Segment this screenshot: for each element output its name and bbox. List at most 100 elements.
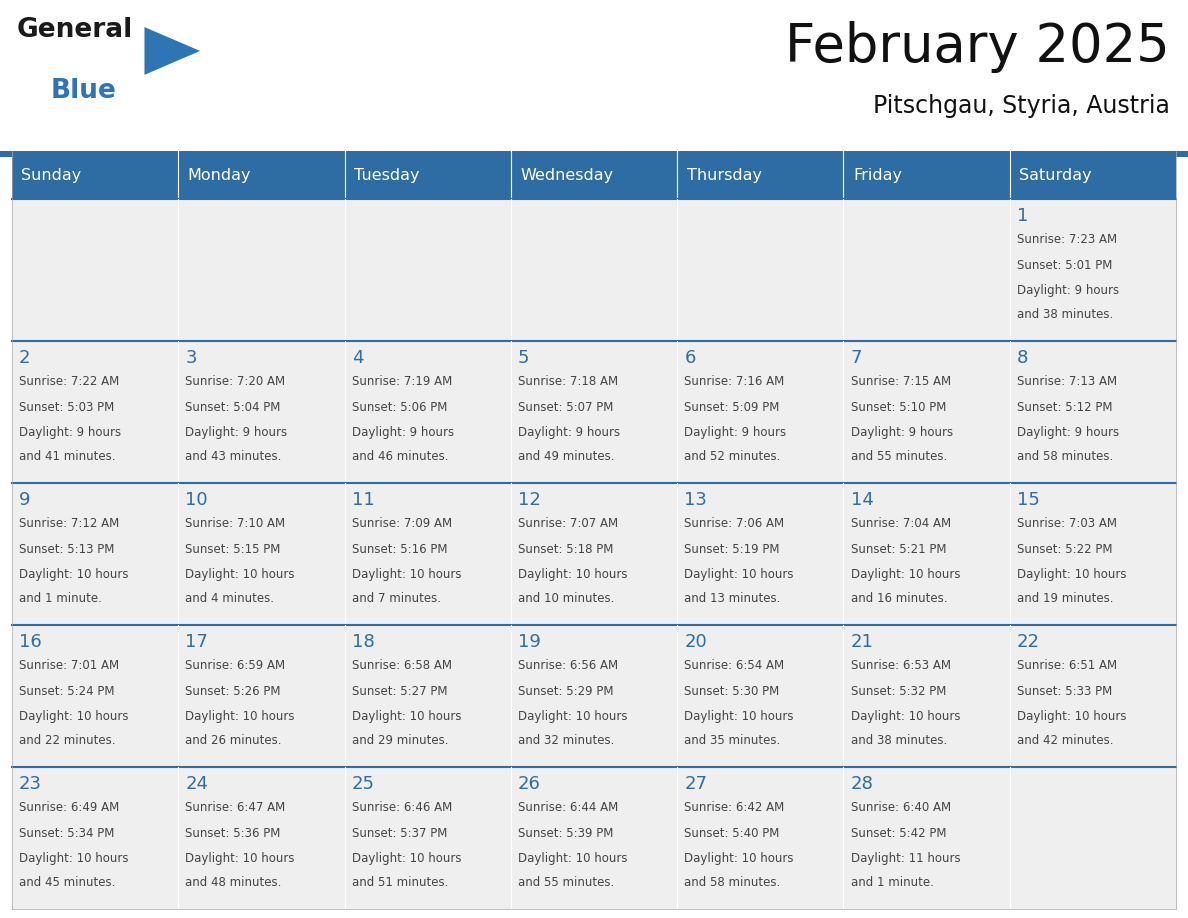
Text: Sunset: 5:12 PM: Sunset: 5:12 PM [1017, 401, 1112, 414]
Text: Sunset: 5:30 PM: Sunset: 5:30 PM [684, 685, 779, 698]
Text: Sunset: 5:22 PM: Sunset: 5:22 PM [1017, 543, 1112, 555]
Text: Sunset: 5:39 PM: Sunset: 5:39 PM [518, 826, 613, 839]
Text: Sunday: Sunday [21, 168, 82, 183]
Text: Sunrise: 7:13 AM: Sunrise: 7:13 AM [1017, 375, 1117, 388]
Text: and 32 minutes.: and 32 minutes. [518, 734, 614, 747]
Text: Daylight: 10 hours: Daylight: 10 hours [851, 711, 960, 723]
Text: Daylight: 11 hours: Daylight: 11 hours [851, 852, 960, 865]
Text: Daylight: 10 hours: Daylight: 10 hours [185, 568, 295, 581]
Text: Sunrise: 6:53 AM: Sunrise: 6:53 AM [851, 659, 950, 672]
Text: General: General [17, 17, 132, 42]
Text: Daylight: 9 hours: Daylight: 9 hours [684, 426, 786, 440]
Text: and 46 minutes.: and 46 minutes. [352, 451, 448, 464]
Text: 23: 23 [19, 775, 42, 793]
Text: Sunset: 5:40 PM: Sunset: 5:40 PM [684, 826, 779, 839]
Text: Sunrise: 7:12 AM: Sunrise: 7:12 AM [19, 517, 119, 530]
Text: and 43 minutes.: and 43 minutes. [185, 451, 282, 464]
Text: and 1 minute.: and 1 minute. [19, 592, 102, 605]
Text: Sunset: 5:26 PM: Sunset: 5:26 PM [185, 685, 280, 698]
Text: Daylight: 10 hours: Daylight: 10 hours [352, 711, 461, 723]
Text: 19: 19 [518, 633, 541, 651]
Text: Sunrise: 7:10 AM: Sunrise: 7:10 AM [185, 517, 285, 530]
Text: and 48 minutes.: and 48 minutes. [185, 876, 282, 890]
Text: Sunset: 5:10 PM: Sunset: 5:10 PM [851, 401, 946, 414]
Text: Sunset: 5:06 PM: Sunset: 5:06 PM [352, 401, 447, 414]
Text: and 55 minutes.: and 55 minutes. [851, 451, 947, 464]
Text: Daylight: 10 hours: Daylight: 10 hours [19, 852, 128, 865]
Text: Sunset: 5:07 PM: Sunset: 5:07 PM [518, 401, 613, 414]
Text: Sunset: 5:13 PM: Sunset: 5:13 PM [19, 543, 114, 555]
Text: 7: 7 [851, 349, 862, 367]
Text: and 55 minutes.: and 55 minutes. [518, 876, 614, 890]
Text: and 29 minutes.: and 29 minutes. [352, 734, 448, 747]
Text: 4: 4 [352, 349, 364, 367]
Text: Sunset: 5:16 PM: Sunset: 5:16 PM [352, 543, 447, 555]
Text: Daylight: 9 hours: Daylight: 9 hours [352, 426, 454, 440]
Text: and 51 minutes.: and 51 minutes. [352, 876, 448, 890]
Text: Sunrise: 7:15 AM: Sunrise: 7:15 AM [851, 375, 950, 388]
Text: Daylight: 10 hours: Daylight: 10 hours [185, 852, 295, 865]
Text: 17: 17 [185, 633, 208, 651]
Text: Sunrise: 6:44 AM: Sunrise: 6:44 AM [518, 801, 618, 814]
Text: 5: 5 [518, 349, 530, 367]
Text: and 22 minutes.: and 22 minutes. [19, 734, 115, 747]
Text: 27: 27 [684, 775, 707, 793]
Text: Sunset: 5:29 PM: Sunset: 5:29 PM [518, 685, 613, 698]
Text: Sunrise: 6:58 AM: Sunrise: 6:58 AM [352, 659, 451, 672]
Text: Sunrise: 6:59 AM: Sunrise: 6:59 AM [185, 659, 285, 672]
Text: and 1 minute.: and 1 minute. [851, 876, 934, 890]
Text: Sunrise: 7:18 AM: Sunrise: 7:18 AM [518, 375, 618, 388]
Text: Sunrise: 6:49 AM: Sunrise: 6:49 AM [19, 801, 119, 814]
Text: Tuesday: Tuesday [354, 168, 419, 183]
Text: and 58 minutes.: and 58 minutes. [1017, 451, 1113, 464]
Text: and 38 minutes.: and 38 minutes. [1017, 308, 1113, 321]
Text: 22: 22 [1017, 633, 1040, 651]
Text: Daylight: 10 hours: Daylight: 10 hours [185, 711, 295, 723]
Text: and 58 minutes.: and 58 minutes. [684, 876, 781, 890]
Text: Sunrise: 7:06 AM: Sunrise: 7:06 AM [684, 517, 784, 530]
Text: Sunrise: 7:03 AM: Sunrise: 7:03 AM [1017, 517, 1117, 530]
Text: Sunrise: 7:16 AM: Sunrise: 7:16 AM [684, 375, 784, 388]
Text: Monday: Monday [188, 168, 251, 183]
Text: Daylight: 10 hours: Daylight: 10 hours [851, 568, 960, 581]
Text: Sunset: 5:36 PM: Sunset: 5:36 PM [185, 826, 280, 839]
Text: and 26 minutes.: and 26 minutes. [185, 734, 282, 747]
Text: 1: 1 [1017, 207, 1029, 225]
Text: 14: 14 [851, 491, 873, 509]
Text: Sunrise: 6:46 AM: Sunrise: 6:46 AM [352, 801, 451, 814]
Text: Sunrise: 7:23 AM: Sunrise: 7:23 AM [1017, 233, 1117, 246]
Text: Sunset: 5:24 PM: Sunset: 5:24 PM [19, 685, 114, 698]
Text: and 4 minutes.: and 4 minutes. [185, 592, 274, 605]
Text: Daylight: 9 hours: Daylight: 9 hours [185, 426, 287, 440]
Text: Sunset: 5:21 PM: Sunset: 5:21 PM [851, 543, 946, 555]
Text: Sunrise: 6:54 AM: Sunrise: 6:54 AM [684, 659, 784, 672]
Text: 8: 8 [1017, 349, 1029, 367]
Text: Sunrise: 6:51 AM: Sunrise: 6:51 AM [1017, 659, 1117, 672]
Text: 6: 6 [684, 349, 696, 367]
Text: Daylight: 9 hours: Daylight: 9 hours [1017, 285, 1119, 297]
Text: Sunset: 5:42 PM: Sunset: 5:42 PM [851, 826, 946, 839]
Text: Daylight: 10 hours: Daylight: 10 hours [518, 568, 627, 581]
Text: 13: 13 [684, 491, 707, 509]
Text: and 49 minutes.: and 49 minutes. [518, 451, 614, 464]
Text: Sunset: 5:18 PM: Sunset: 5:18 PM [518, 543, 613, 555]
Text: and 19 minutes.: and 19 minutes. [1017, 592, 1113, 605]
Text: and 38 minutes.: and 38 minutes. [851, 734, 947, 747]
Text: Sunrise: 7:19 AM: Sunrise: 7:19 AM [352, 375, 451, 388]
Text: Sunrise: 7:22 AM: Sunrise: 7:22 AM [19, 375, 119, 388]
Text: Daylight: 10 hours: Daylight: 10 hours [684, 568, 794, 581]
Text: 18: 18 [352, 633, 374, 651]
Text: Daylight: 10 hours: Daylight: 10 hours [518, 711, 627, 723]
Text: 20: 20 [684, 633, 707, 651]
Text: Sunset: 5:03 PM: Sunset: 5:03 PM [19, 401, 114, 414]
Text: Daylight: 10 hours: Daylight: 10 hours [1017, 711, 1126, 723]
Text: Sunrise: 6:56 AM: Sunrise: 6:56 AM [518, 659, 618, 672]
Text: and 41 minutes.: and 41 minutes. [19, 451, 115, 464]
Text: and 52 minutes.: and 52 minutes. [684, 451, 781, 464]
Text: Pitschgau, Styria, Austria: Pitschgau, Styria, Austria [873, 95, 1170, 118]
Text: Daylight: 10 hours: Daylight: 10 hours [352, 568, 461, 581]
Text: Sunset: 5:33 PM: Sunset: 5:33 PM [1017, 685, 1112, 698]
Text: Sunrise: 7:04 AM: Sunrise: 7:04 AM [851, 517, 950, 530]
Text: Daylight: 10 hours: Daylight: 10 hours [19, 568, 128, 581]
Text: Sunrise: 6:47 AM: Sunrise: 6:47 AM [185, 801, 285, 814]
